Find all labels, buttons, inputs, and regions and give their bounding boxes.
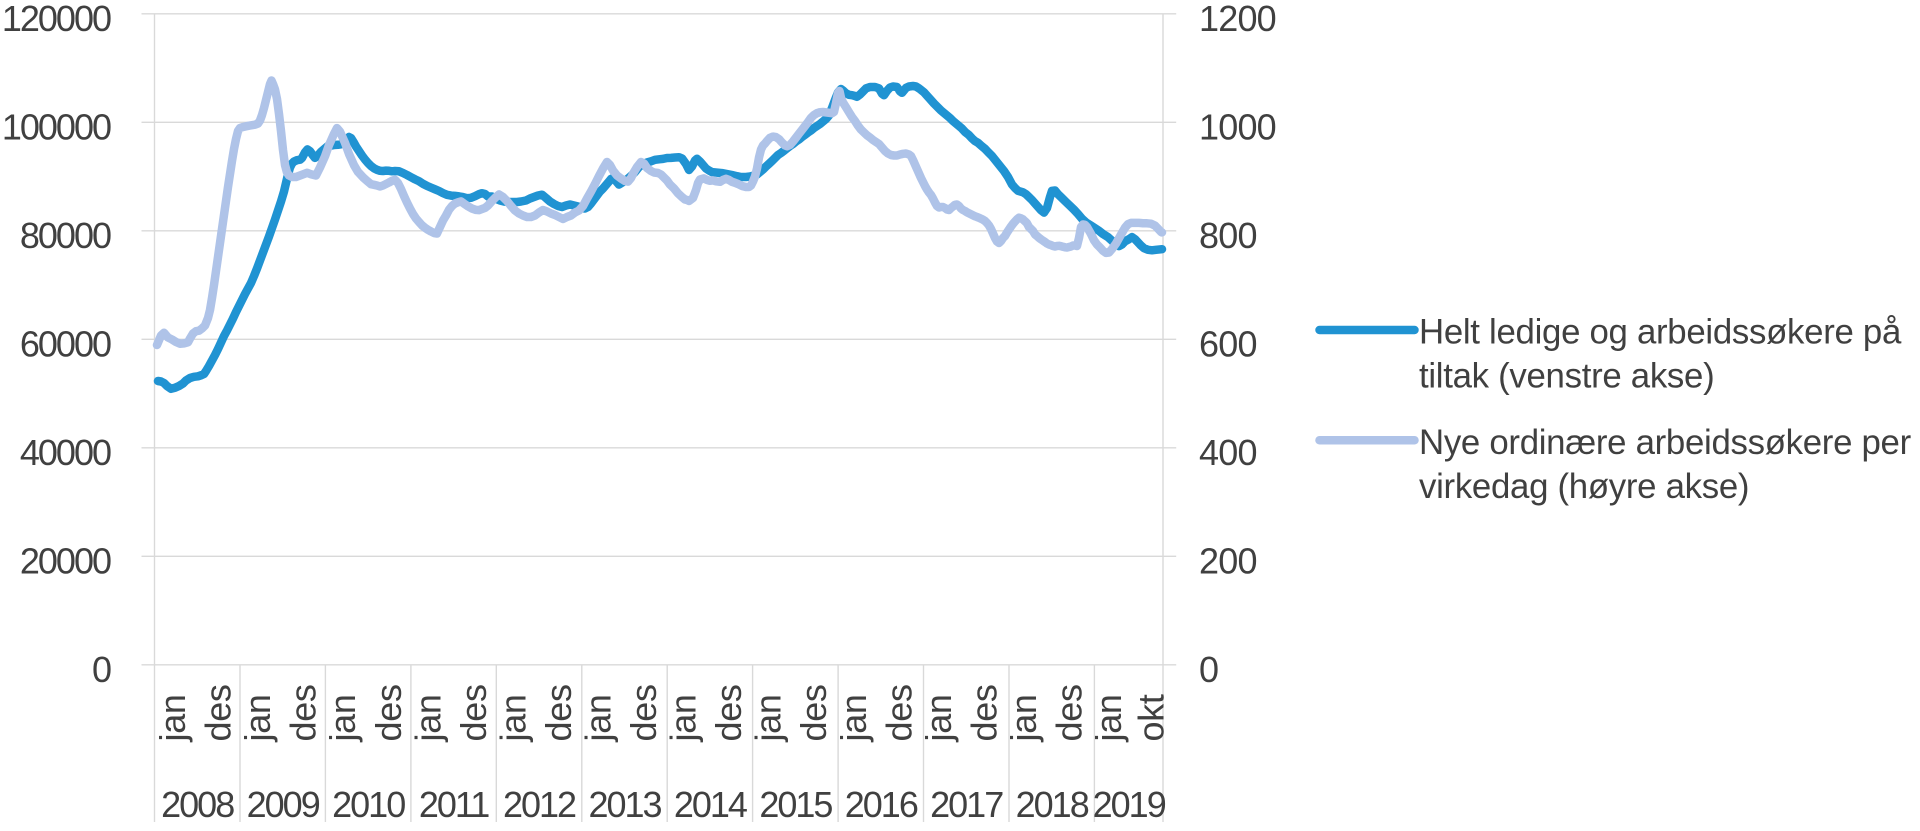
svg-text:600: 600 [1199, 323, 1257, 364]
svg-text:jan: jan [1088, 694, 1129, 742]
svg-text:des: des [878, 684, 919, 741]
svg-text:2008: 2008 [161, 784, 234, 825]
svg-text:jan: jan [833, 694, 874, 742]
svg-text:100000: 100000 [2, 106, 111, 147]
svg-text:0: 0 [1199, 649, 1218, 690]
svg-text:des: des [963, 684, 1004, 741]
svg-text:jan: jan [322, 694, 363, 742]
svg-text:jan: jan [748, 694, 789, 742]
svg-text:60000: 60000 [20, 323, 111, 364]
svg-text:0: 0 [92, 649, 111, 690]
svg-text:80000: 80000 [20, 215, 111, 256]
svg-text:des: des [1049, 684, 1090, 741]
svg-text:2014: 2014 [674, 784, 747, 825]
svg-text:Nye ordinære arbeidssøkere per: Nye ordinære arbeidssøkere per [1419, 423, 1912, 462]
svg-text:des: des [708, 684, 749, 741]
svg-text:des: des [368, 684, 409, 741]
svg-text:120000: 120000 [2, 0, 111, 39]
svg-text:des: des [623, 684, 664, 741]
svg-text:des: des [198, 684, 239, 741]
svg-text:800: 800 [1199, 215, 1257, 256]
svg-text:jan: jan [152, 694, 193, 742]
svg-text:tiltak (venstre akse): tiltak (venstre akse) [1419, 357, 1714, 396]
svg-text:Helt ledige og arbeidssøkere p: Helt ledige og arbeidssøkere på [1419, 313, 1902, 352]
svg-text:2010: 2010 [332, 784, 405, 825]
svg-text:okt: okt [1131, 694, 1172, 741]
svg-text:2017: 2017 [930, 784, 1003, 825]
svg-text:jan: jan [407, 694, 448, 742]
svg-text:des: des [283, 684, 324, 741]
svg-text:virkedag (høyre akse): virkedag (høyre akse) [1419, 467, 1749, 506]
svg-text:jan: jan [578, 694, 619, 742]
svg-text:2016: 2016 [845, 784, 918, 825]
svg-text:des: des [538, 684, 579, 741]
svg-text:2015: 2015 [759, 784, 832, 825]
svg-text:200: 200 [1199, 540, 1257, 581]
svg-text:40000: 40000 [20, 432, 111, 473]
svg-text:jan: jan [1003, 694, 1044, 742]
svg-text:jan: jan [237, 694, 278, 742]
svg-text:jan: jan [492, 694, 533, 742]
svg-text:2011: 2011 [419, 784, 489, 825]
svg-text:2018: 2018 [1016, 784, 1089, 825]
svg-text:400: 400 [1199, 432, 1257, 473]
svg-text:jan: jan [663, 694, 704, 742]
svg-text:1200: 1200 [1199, 0, 1276, 39]
svg-text:20000: 20000 [20, 540, 111, 581]
svg-text:2012: 2012 [503, 784, 576, 825]
svg-text:des: des [453, 684, 494, 741]
svg-text:jan: jan [918, 694, 959, 742]
svg-text:des: des [793, 684, 834, 741]
svg-text:2019: 2019 [1093, 784, 1166, 825]
svg-text:2013: 2013 [588, 784, 661, 825]
svg-text:1000: 1000 [1199, 106, 1276, 147]
svg-text:2009: 2009 [247, 784, 320, 825]
